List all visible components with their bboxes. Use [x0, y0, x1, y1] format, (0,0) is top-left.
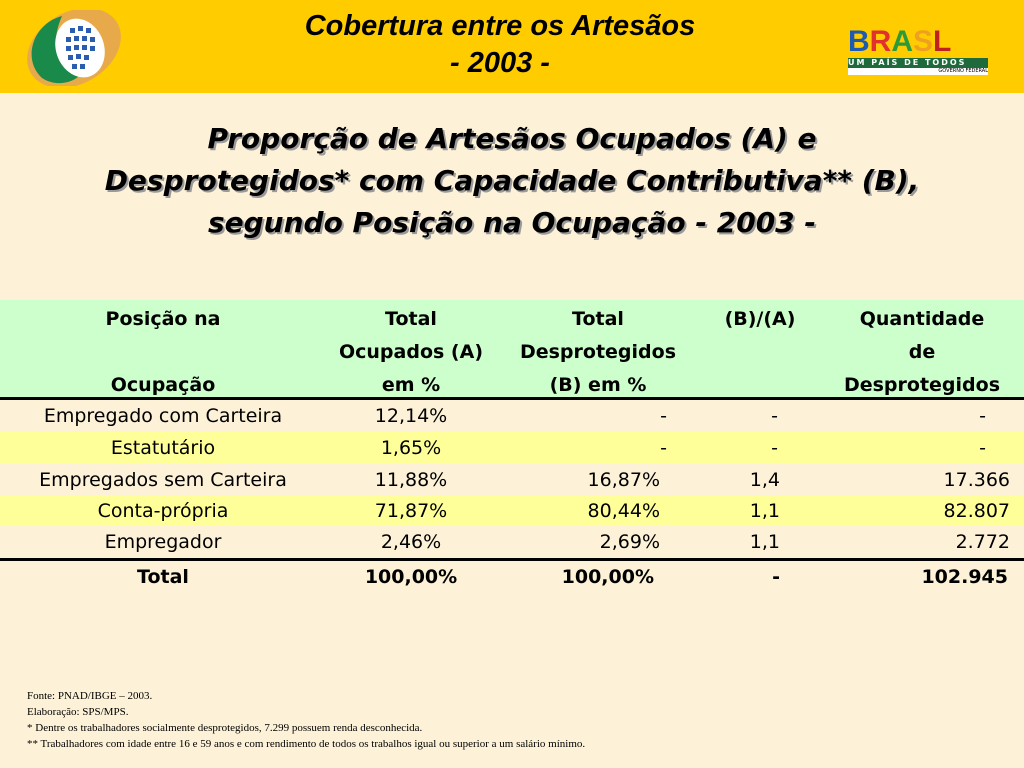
cell: 1,1	[749, 531, 780, 553]
brasil-logo-sub: GOVERNO FEDERAL	[848, 68, 988, 75]
footnote-source: Fonte: PNAD/IBGE – 2003.	[27, 690, 153, 702]
cell: -	[771, 437, 778, 459]
footnote-elaboration: Elaboração: SPS/MPS.	[27, 706, 129, 718]
cell: 11,88%	[374, 469, 448, 491]
main-title: Proporção de Artesãos Ocupados (A) e Des…	[20, 118, 1004, 244]
cell: 71,87%	[374, 500, 448, 522]
divider	[0, 397, 1024, 400]
cell: 12,14%	[374, 405, 448, 427]
divider	[0, 558, 1024, 561]
cell: 2,46%	[380, 531, 442, 553]
cell: 16,87%	[587, 469, 660, 491]
col-header-quantidade: Quantidade de Desprotegidos	[843, 308, 1001, 396]
table-header: Posição na Ocupação Total Ocupados (A) em %…	[0, 300, 1024, 397]
footnotes: Fonte: PNAD/IBGE – 2003. Elaboração: SPS…	[27, 688, 585, 752]
cell: Empregados sem Carteira	[39, 469, 287, 491]
cell: Total	[137, 566, 189, 588]
cell: -	[772, 566, 780, 588]
table-row: Conta-própria 71,87% 80,44% 1,1 82.807	[0, 495, 1024, 526]
col-header-desprotegidos: Total Desprotegidos (B) em %	[519, 308, 677, 396]
footnote-1: * Dentre os trabalhadores socialmente de…	[27, 722, 423, 734]
table-row: Empregador 2,46% 2,69% 1,1 2.772	[0, 526, 1024, 558]
cell: Estatutário	[110, 437, 216, 459]
data-table: Posição na Ocupação Total Ocupados (A) em %…	[0, 300, 1024, 593]
cell: 100,00%	[561, 566, 654, 588]
table-row: Estatutário 1,65% - - -	[0, 432, 1024, 464]
cell: 1,65%	[380, 437, 442, 459]
cell: 82.807	[943, 500, 1010, 522]
cell: 17.366	[943, 469, 1010, 491]
cell: Empregador	[104, 531, 222, 553]
main-title-line1: Proporção de Artesãos Ocupados (A) e	[207, 122, 817, 155]
cell: -	[660, 437, 667, 459]
cell: Empregado com Carteira	[43, 405, 283, 427]
cell: 102.945	[921, 566, 1008, 588]
cell: 80,44%	[587, 500, 660, 522]
table-row: Empregados sem Carteira 11,88% 16,87% 1,4 17…	[0, 464, 1024, 495]
cell: 2,69%	[599, 531, 660, 553]
previdencia-logo-icon	[27, 10, 121, 86]
header-title-line2: - 2003 -	[450, 47, 550, 79]
header-title: Cobertura entre os Artesãos - 2003 -	[200, 8, 800, 82]
main-title-line2: Desprotegidos* com Capacidade Contributi…	[104, 164, 920, 197]
cell: Conta-própria	[97, 500, 229, 522]
col-header-ratio: (B)/(A)	[724, 308, 796, 330]
cell: 100,00%	[364, 566, 458, 588]
header-title-line1: Cobertura entre os Artesãos	[304, 10, 696, 42]
total-row: Total 100,00% 100,00% - 102.945	[0, 561, 1024, 593]
cell: -	[660, 405, 667, 427]
table-row: Empregado com Carteira 12,14% - - -	[0, 400, 1024, 432]
cell: 1,1	[749, 500, 780, 522]
cell: -	[979, 437, 986, 459]
cell: -	[979, 405, 986, 427]
col-header-ocupados: Total Ocupados (A) em %	[338, 308, 483, 396]
brasil-logo-slogan: UM PAÍS DE TODOS	[848, 58, 988, 68]
cell: 1,4	[749, 469, 780, 491]
cell: -	[771, 405, 778, 427]
cell: 2.772	[955, 531, 1010, 553]
col-header-posicao: Posição na Ocupação	[105, 308, 221, 396]
main-title-line3: segundo Posição na Ocupação - 2003 -	[207, 206, 817, 239]
footnote-2: ** Trabalhadores com idade entre 16 e 59…	[27, 738, 586, 750]
